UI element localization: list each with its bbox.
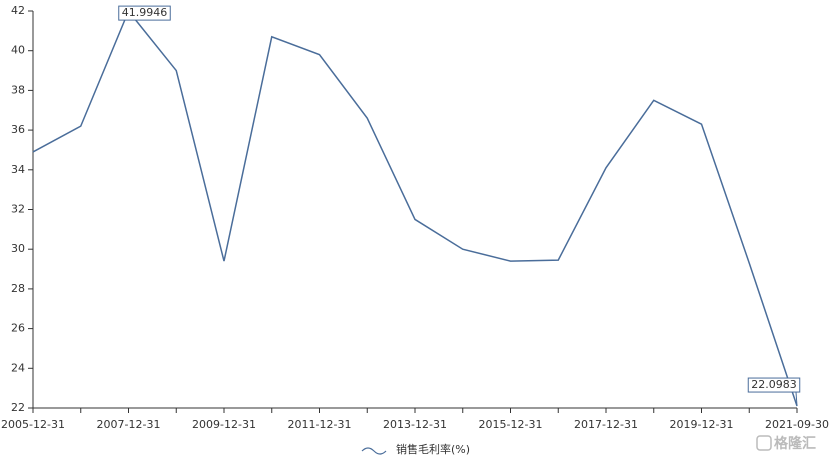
y-tick-label: 26 <box>11 322 25 335</box>
x-tick-label: 2011-12-31 <box>288 418 352 431</box>
point-annotation: 22.0983 <box>747 377 801 407</box>
x-tick-label: 2005-12-31 <box>1 418 65 431</box>
legend-label: 销售毛利率(%) <box>396 442 470 456</box>
y-tick-label: 24 <box>11 361 25 374</box>
y-tick-label: 34 <box>11 163 25 176</box>
watermark: 格隆汇 <box>756 435 816 452</box>
x-tick-label: 2007-12-31 <box>97 418 161 431</box>
x-tick-label: 2019-12-31 <box>670 418 734 431</box>
y-tick-label: 36 <box>11 123 25 136</box>
data-label: 41.9946 <box>122 6 168 19</box>
y-tick-label: 40 <box>11 44 25 57</box>
legend-icon <box>361 447 387 455</box>
x-tick-label: 2015-12-31 <box>479 418 543 431</box>
legend-item: 销售毛利率(%) <box>361 442 470 456</box>
y-tick-label: 30 <box>11 242 25 255</box>
data-label: 22.0983 <box>751 378 797 391</box>
watermark-icon <box>756 435 772 451</box>
y-tick-label: 22 <box>11 401 25 414</box>
series-line <box>32 9 798 407</box>
y-tick-label: 32 <box>11 203 25 216</box>
y-tick-label: 28 <box>11 282 25 295</box>
point-annotation: 41.9946 <box>118 5 171 21</box>
annotation-leader <box>795 392 798 407</box>
x-tick-label: 2013-12-31 <box>383 418 447 431</box>
data-label-box <box>747 377 801 393</box>
x-tick-label: 2017-12-31 <box>574 418 638 431</box>
x-tick-label: 2009-12-31 <box>192 418 256 431</box>
data-label-box <box>118 5 171 21</box>
y-tick-label: 42 <box>11 4 25 17</box>
y-tick-label: 38 <box>11 83 25 96</box>
x-tick-label: 2021-09-30 <box>765 418 829 431</box>
watermark-text: 格隆汇 <box>774 435 816 452</box>
